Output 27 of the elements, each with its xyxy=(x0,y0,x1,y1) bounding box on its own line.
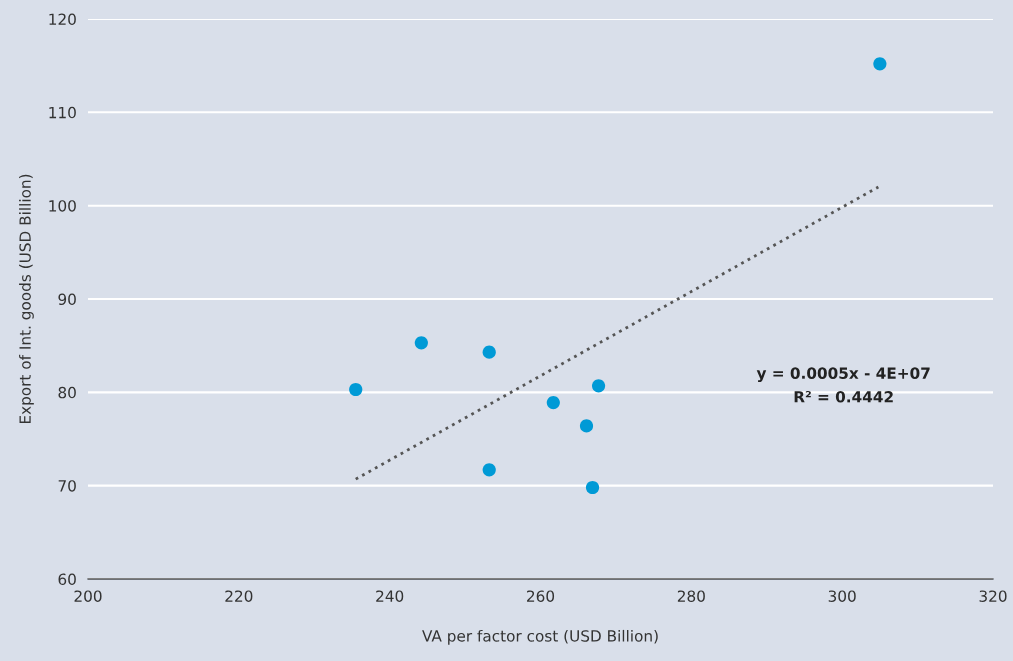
y-tick-label: 60 xyxy=(58,573,76,586)
point xyxy=(873,57,887,71)
y-tick-label: 70 xyxy=(58,480,76,492)
point xyxy=(482,463,496,477)
x-tick-label: 220 xyxy=(225,590,253,602)
x-tick-label: 320 xyxy=(979,590,1007,602)
x-tick-label: 200 xyxy=(74,590,102,602)
y-tick-label: 80 xyxy=(58,386,76,399)
x-tick-label: 240 xyxy=(376,590,404,602)
point xyxy=(482,345,496,359)
point xyxy=(349,382,363,397)
annotation: R² = 0.4442 xyxy=(794,391,893,403)
point xyxy=(579,419,594,433)
point xyxy=(585,480,600,495)
y-tick-label: 90 xyxy=(58,293,76,306)
point xyxy=(546,396,560,410)
point xyxy=(591,379,606,393)
y-tick-label: 100 xyxy=(49,200,76,212)
x-tick-label: 260 xyxy=(527,590,555,602)
annotation: y = 0.0005x - 4E+07 xyxy=(756,367,930,382)
y-tick-label: 110 xyxy=(49,106,76,119)
y-tick-label: 120 xyxy=(49,13,76,26)
y-axis-title: Export of Int. goods (USD Billion) xyxy=(19,174,34,424)
x-tick-label: 300 xyxy=(828,590,856,602)
x-tick-label: 280 xyxy=(677,590,705,602)
x-axis-title: VA per factor cost (USD Billion) xyxy=(422,629,658,645)
point xyxy=(414,336,428,350)
